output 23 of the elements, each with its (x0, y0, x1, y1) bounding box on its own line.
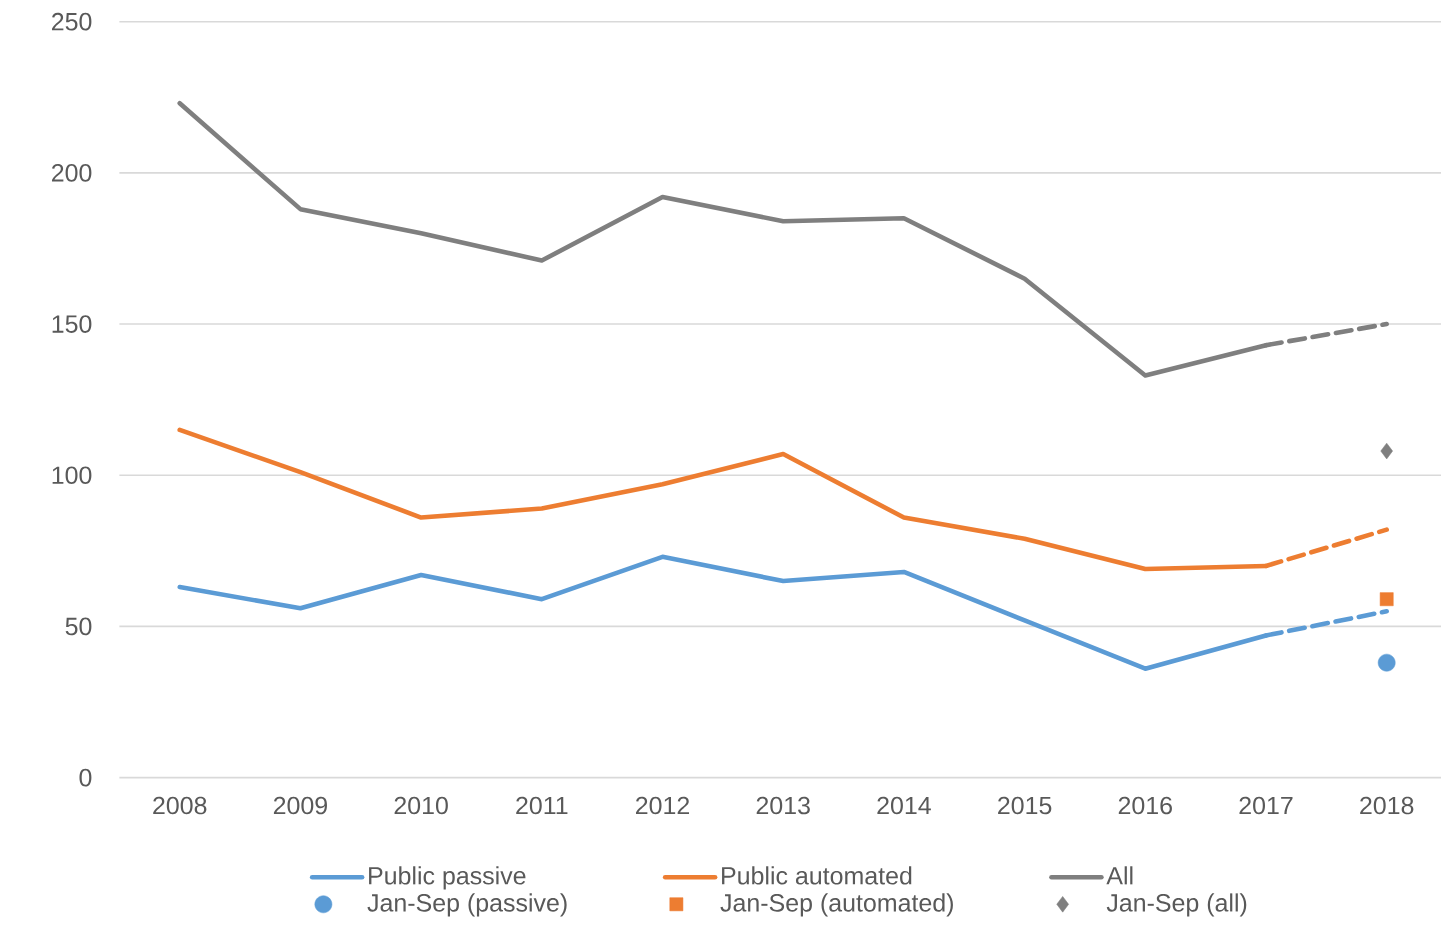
legend-label: Jan-Sep (passive) (367, 893, 567, 917)
y-tick-label: 0 (79, 768, 92, 787)
legend-label: Jan-Sep (all) (1106, 893, 1247, 917)
legend-label: Public passive (369, 866, 526, 890)
x-tick-label: 2012 (636, 796, 690, 815)
legend-label: Jan-Sep (automated) (720, 893, 953, 917)
y-tick-label: 150 (52, 315, 92, 333)
x-tick-label: 2011 (516, 796, 568, 815)
legend-label: All (1106, 866, 1133, 885)
x-tick-label: 2016 (1118, 796, 1172, 815)
x-tick-label: 2008 (153, 796, 207, 815)
legend-label: Public automated (722, 866, 912, 885)
x-tick-label: 2015 (998, 796, 1052, 815)
x-tick-label: 2009 (273, 796, 327, 815)
x-tick-label: 2018 (1360, 796, 1414, 815)
x-tick-label: 2017 (1239, 796, 1293, 815)
x-tick-label: 2014 (877, 796, 931, 815)
x-tick-label: 2013 (756, 796, 810, 815)
x-tick-label: 2010 (394, 796, 448, 815)
y-tick-label: 250 (51, 12, 92, 31)
y-tick-label: 50 (65, 617, 92, 636)
y-tick-label: 200 (51, 163, 92, 182)
y-tick-label: 100 (52, 466, 92, 485)
